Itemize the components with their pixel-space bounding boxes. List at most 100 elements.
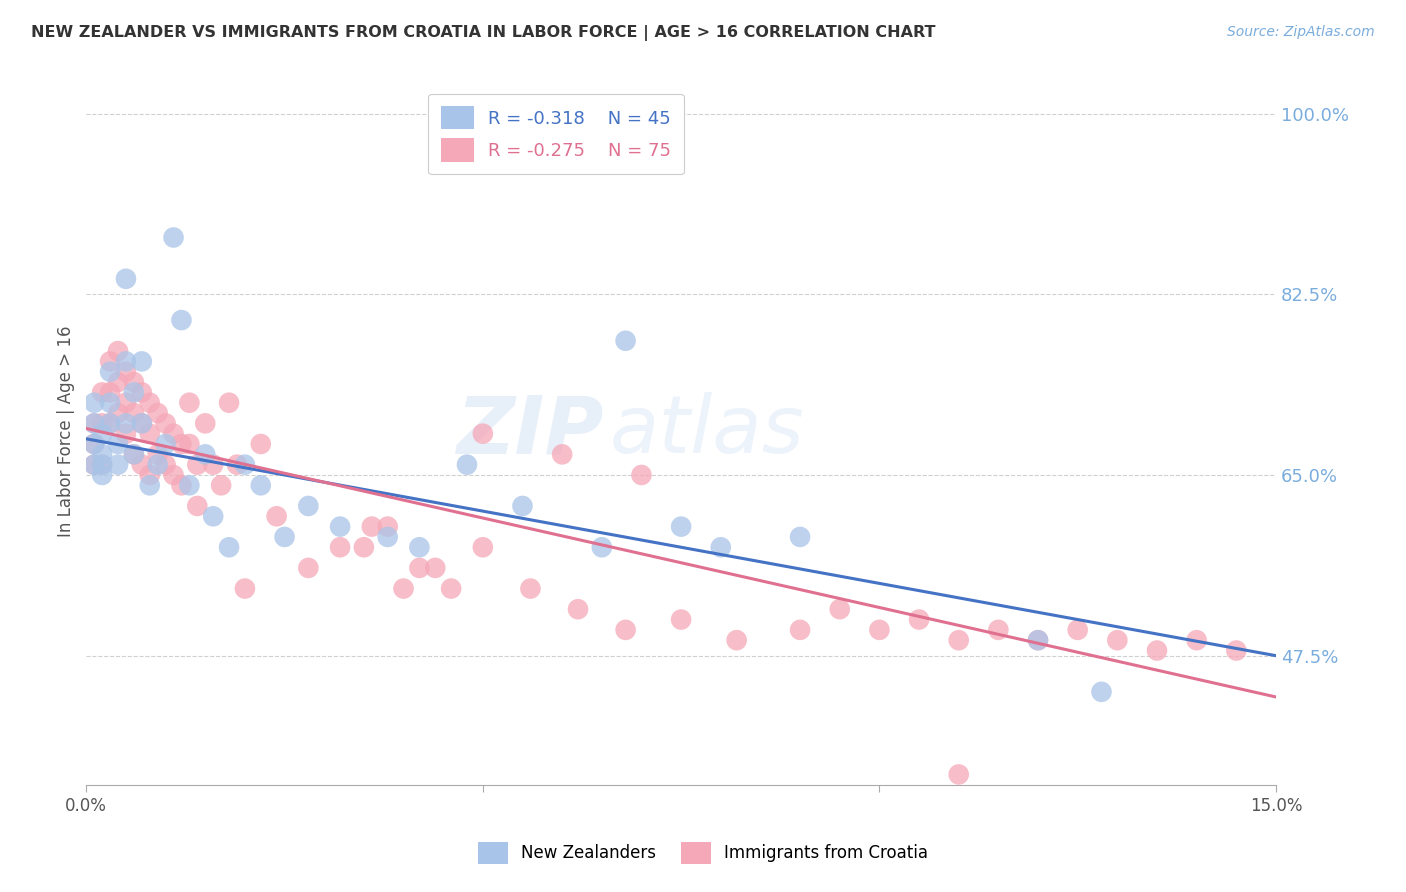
Point <box>83 395 105 409</box>
Point <box>249 478 271 492</box>
Point <box>98 365 121 379</box>
Point <box>139 467 162 482</box>
Point <box>131 458 153 472</box>
Point <box>408 561 430 575</box>
Point <box>1225 643 1247 657</box>
Point <box>155 437 177 451</box>
Point <box>83 417 105 431</box>
Point <box>83 458 105 472</box>
Text: Source: ZipAtlas.com: Source: ZipAtlas.com <box>1227 25 1375 39</box>
Point <box>297 561 319 575</box>
Point <box>440 582 463 596</box>
Point <box>91 426 114 441</box>
Point <box>139 395 162 409</box>
Point <box>162 426 184 441</box>
Point <box>155 458 177 472</box>
Point <box>202 509 225 524</box>
Point <box>146 447 169 461</box>
Point <box>987 623 1010 637</box>
Point <box>1090 685 1112 699</box>
Point <box>98 385 121 400</box>
Point <box>139 426 162 441</box>
Point <box>329 541 352 555</box>
Point <box>471 426 494 441</box>
Point <box>329 519 352 533</box>
Legend: New Zealanders, Immigrants from Croatia: New Zealanders, Immigrants from Croatia <box>471 836 935 871</box>
Point <box>614 334 637 348</box>
Point <box>186 499 208 513</box>
Point <box>91 447 114 461</box>
Point <box>669 519 692 533</box>
Point <box>233 582 256 596</box>
Point <box>83 437 105 451</box>
Text: atlas: atlas <box>610 392 804 470</box>
Point <box>122 447 145 461</box>
Point <box>107 458 129 472</box>
Point <box>519 582 541 596</box>
Point <box>98 417 121 431</box>
Text: ZIP: ZIP <box>457 392 603 470</box>
Point <box>789 530 811 544</box>
Point <box>512 499 534 513</box>
Point <box>377 519 399 533</box>
Point <box>155 417 177 431</box>
Point <box>179 437 201 451</box>
Point <box>1026 633 1049 648</box>
Point <box>122 385 145 400</box>
Point <box>273 530 295 544</box>
Point <box>725 633 748 648</box>
Point <box>377 530 399 544</box>
Point <box>122 375 145 389</box>
Point <box>710 541 733 555</box>
Point <box>162 467 184 482</box>
Point <box>233 458 256 472</box>
Point <box>146 406 169 420</box>
Point <box>868 623 890 637</box>
Point <box>194 417 217 431</box>
Point <box>249 437 271 451</box>
Point <box>1066 623 1088 637</box>
Point <box>115 365 138 379</box>
Point <box>139 478 162 492</box>
Point <box>91 458 114 472</box>
Point <box>131 417 153 431</box>
Point <box>107 344 129 359</box>
Point <box>353 541 375 555</box>
Point <box>551 447 574 461</box>
Point <box>122 447 145 461</box>
Point <box>209 478 232 492</box>
Point <box>91 417 114 431</box>
Point <box>1107 633 1129 648</box>
Point <box>146 458 169 472</box>
Point <box>91 458 114 472</box>
Point <box>115 354 138 368</box>
Point <box>179 395 201 409</box>
Point <box>186 458 208 472</box>
Point <box>591 541 613 555</box>
Point <box>202 458 225 472</box>
Point <box>828 602 851 616</box>
Point <box>789 623 811 637</box>
Point <box>360 519 382 533</box>
Legend: R = -0.318    N = 45, R = -0.275    N = 75: R = -0.318 N = 45, R = -0.275 N = 75 <box>429 94 683 174</box>
Point <box>83 437 105 451</box>
Point <box>194 447 217 461</box>
Point <box>425 561 447 575</box>
Point <box>107 437 129 451</box>
Point <box>218 541 240 555</box>
Point <box>115 395 138 409</box>
Point <box>83 458 105 472</box>
Point <box>91 467 114 482</box>
Point <box>107 406 129 420</box>
Point <box>98 354 121 368</box>
Point <box>567 602 589 616</box>
Point <box>98 417 121 431</box>
Point <box>218 395 240 409</box>
Point <box>131 385 153 400</box>
Point <box>91 385 114 400</box>
Point <box>614 623 637 637</box>
Point <box>297 499 319 513</box>
Point <box>83 417 105 431</box>
Point <box>162 230 184 244</box>
Point <box>131 417 153 431</box>
